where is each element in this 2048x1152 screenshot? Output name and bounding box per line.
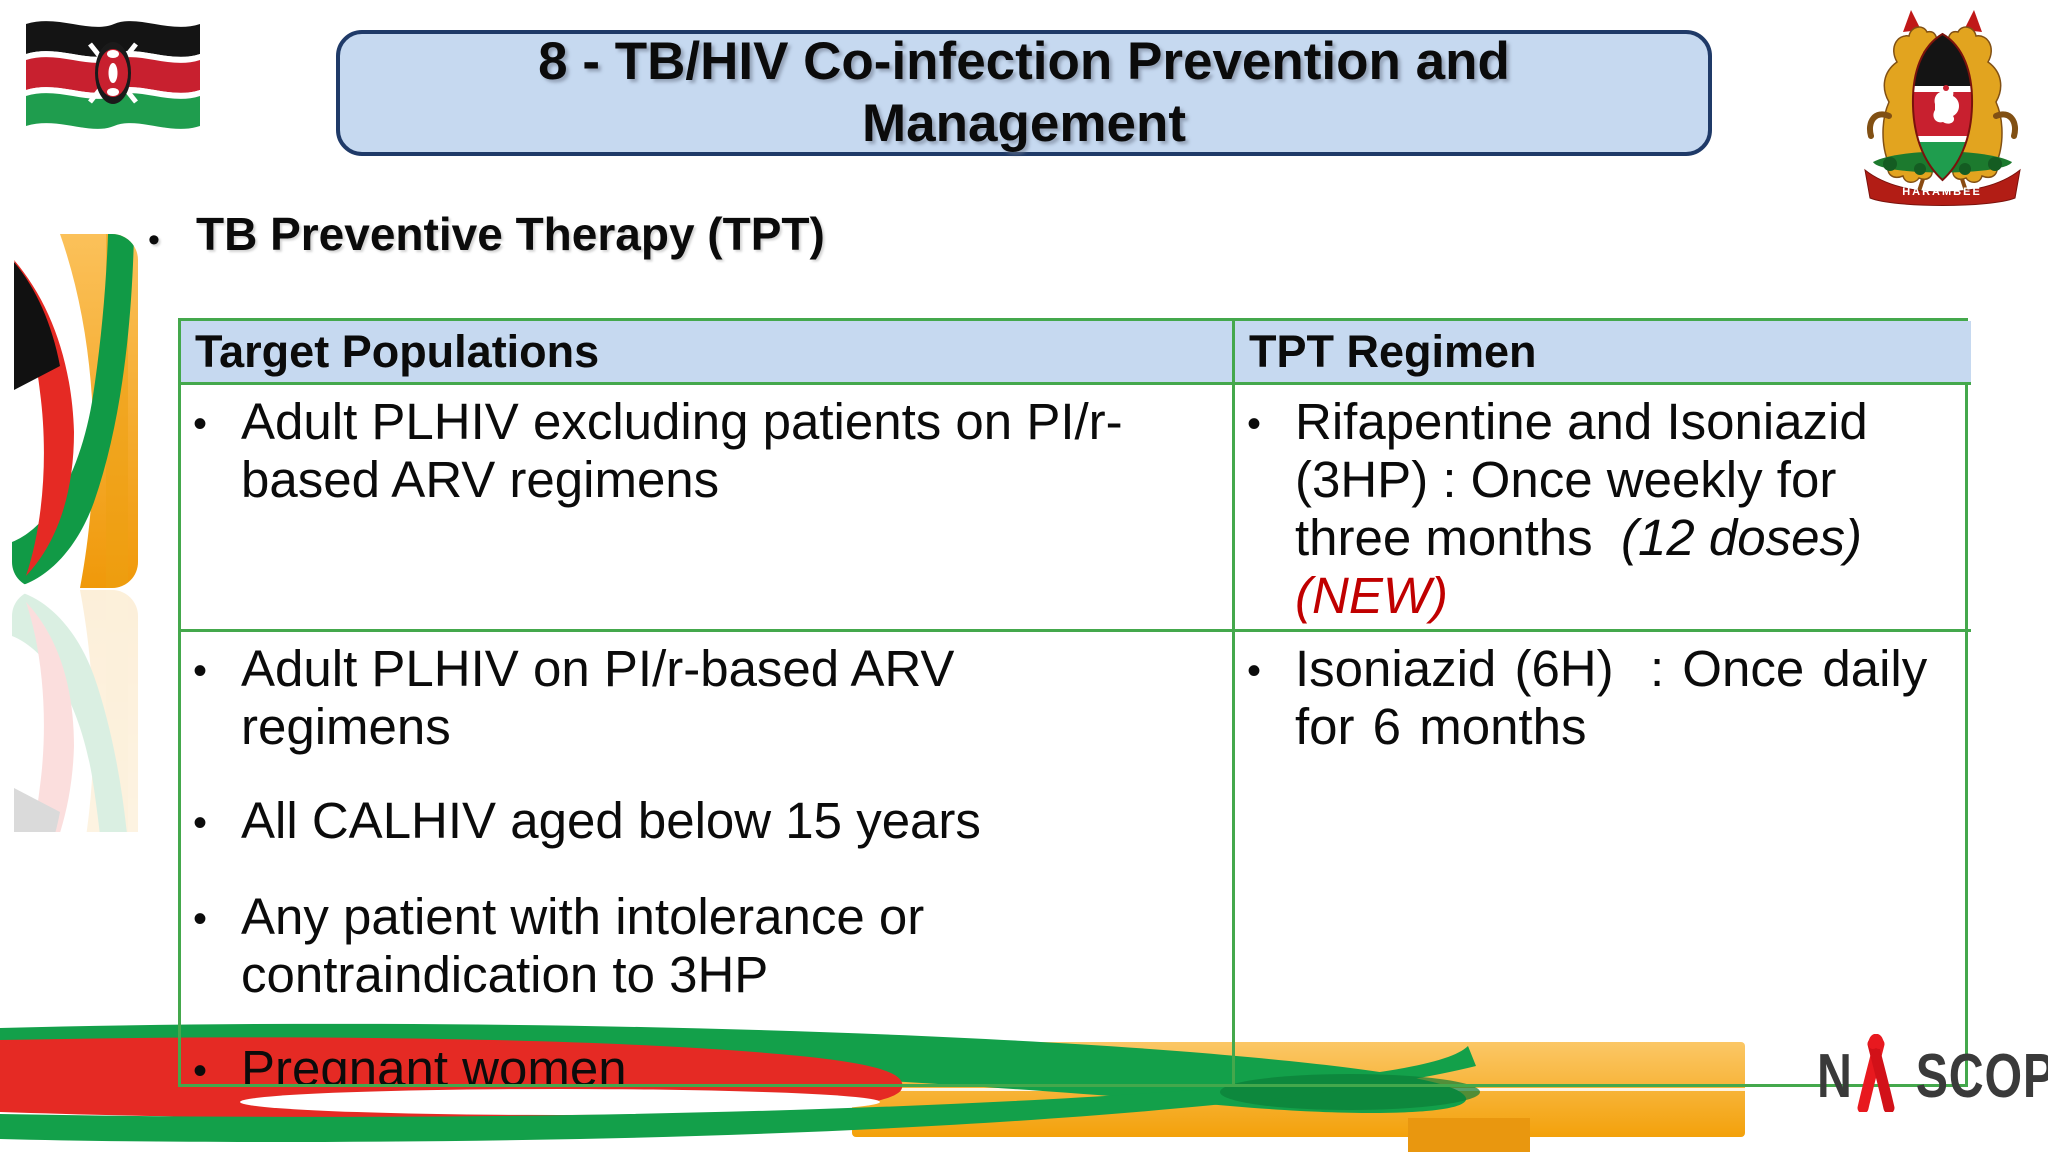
kenya-abstract-side-graphic	[12, 234, 138, 832]
bullet-dot: •	[193, 897, 208, 941]
table-bullet-item: • Isoniazid (6H) : Once daily for 6 month…	[1247, 640, 1971, 756]
cell-row2-target-populations: • Adult PLHIV on PI/r-based ARV regimens •…	[181, 632, 1235, 1084]
cell-row1-target-populations: • Adult PLHIV excluding patients on PI/r-…	[181, 385, 1235, 632]
coat-motto-text: HARAMBEE	[1902, 186, 1982, 198]
bullet-text: Any patient with intolerance or contrain…	[241, 888, 939, 1003]
bullet-dot: •	[1247, 402, 1262, 446]
flag-shield	[88, 42, 138, 104]
cell-row2-tpt-regimen: • Isoniazid (6H) : Once daily for 6 month…	[1235, 632, 1971, 1084]
bullet-text: Adult PLHIV on PI/r-based ARV regimens	[241, 640, 969, 755]
bullet-text: Isoniazid (6H) : Once daily for 6 months	[1295, 640, 1946, 755]
title-line-2: Management	[862, 94, 1186, 153]
nascop-logo: N SCOP	[1812, 1034, 2048, 1118]
heading-text: TB Preventive Therapy (TPT)	[196, 208, 825, 260]
table-bullet-item: • All CALHIV aged below 15 years	[193, 792, 1232, 852]
bullet-text: Pregnant women	[241, 1040, 627, 1084]
tpt-table: Target Populations TPT Regimen • Adult PL…	[178, 318, 1971, 1087]
table-header-tpt-regimen: TPT Regimen	[1235, 321, 1971, 385]
aids-ribbon-icon	[1857, 1034, 1895, 1112]
nascop-letters-scop: SCOP	[1915, 1041, 2048, 1111]
table-bullet-item: • Any patient with intolerance or contrai…	[193, 888, 1232, 1004]
bullet-text: All CALHIV aged below 15 years	[241, 792, 981, 849]
table-header-target-populations: Target Populations	[181, 321, 1235, 385]
nascop-letter-n: N	[1817, 1041, 1853, 1111]
table-bullet-item: • Rifapentine and Isoniazid (3HP) : Once …	[1247, 393, 1971, 625]
bullet-dot: •	[193, 801, 208, 845]
table-bullet-item: • Adult PLHIV on PI/r-based ARV regimens	[193, 640, 1232, 756]
section-heading: • TB Preventive Therapy (TPT)	[148, 206, 825, 268]
title-line-1: 8 - TB/HIV Co-infection Prevention and	[538, 32, 1510, 91]
heading-bullet: •	[148, 221, 160, 259]
table-bullet-item: • Pregnant women	[193, 1040, 1232, 1084]
kenya-flag-icon	[26, 21, 200, 129]
bullet-text: Adult PLHIV excluding patients on PI/r-b…	[241, 393, 1123, 508]
bullet-dot: •	[193, 1049, 208, 1084]
cell-row1-tpt-regimen: • Rifapentine and Isoniazid (3HP) : Once …	[1235, 385, 1971, 632]
bullet-dot: •	[193, 649, 208, 693]
bullet-dot: •	[193, 402, 208, 446]
kenya-coat-of-arms-icon: HARAMBEE	[1864, 10, 2021, 206]
kenya-ribbon-footer-graphic	[0, 1023, 1745, 1152]
slide-title-banner: 8 - TB/HIV Co-infection Prevention and M…	[336, 30, 1712, 156]
bullet-text: Rifapentine and Isoniazid (3HP) : Once w…	[1295, 393, 1882, 624]
bullet-dot: •	[1247, 649, 1262, 693]
table-bullet-item: • Adult PLHIV excluding patients on PI/r-…	[193, 393, 1232, 509]
